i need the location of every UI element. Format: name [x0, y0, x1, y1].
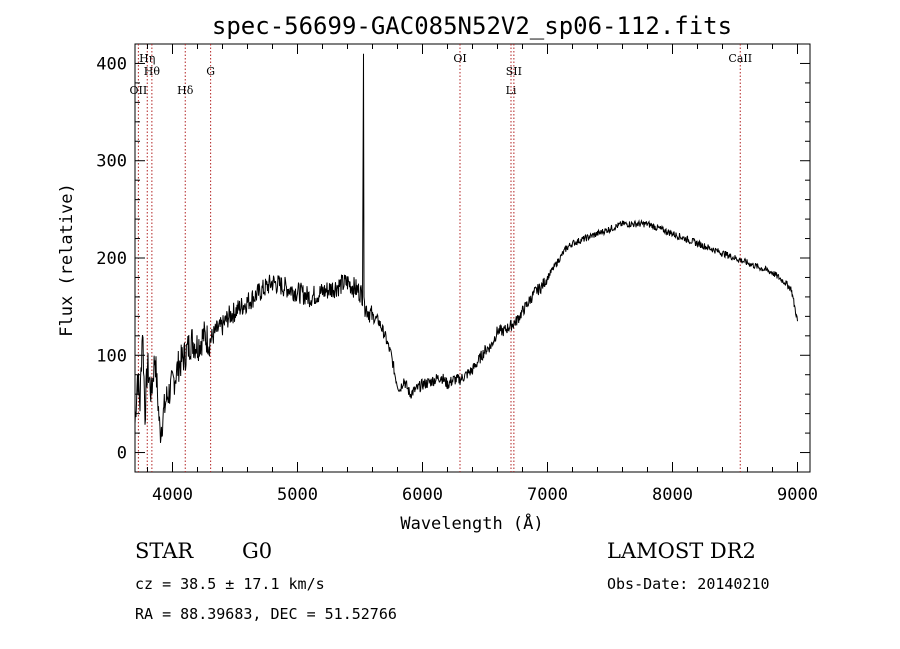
x-axis-label: Wavelength (Å): [400, 512, 543, 534]
spectrum-line: [134, 53, 798, 443]
y-tick-label: 300: [96, 152, 127, 172]
spectral-line-label: Hη: [139, 52, 155, 65]
spectral-line-label: Li: [506, 84, 517, 97]
y-tick-label: 100: [96, 346, 127, 366]
spectral-line-label: Hδ: [177, 84, 194, 97]
survey-name: LAMOST DR2: [607, 539, 756, 563]
object-subclass: G0: [242, 539, 272, 563]
spectrum-series: [134, 53, 798, 443]
object-type: STAR: [135, 539, 194, 563]
observation-date: Obs-Date: 20140210: [607, 575, 770, 593]
spectral-line-label: CaII: [728, 52, 752, 65]
y-axis-label: Flux (relative): [57, 183, 77, 337]
spectral-line-label: Hθ: [144, 65, 161, 78]
x-tick-label: 8000: [652, 485, 693, 505]
spectral-line-label: OI: [453, 52, 466, 65]
spectral-line-label: G: [206, 65, 215, 78]
x-tick-label: 9000: [777, 485, 818, 505]
plot-frame: [134, 43, 811, 473]
redshift-info: cz = 38.5 ± 17.1 km/s: [135, 575, 325, 593]
y-tick-label: 400: [96, 54, 127, 74]
x-tick-label: 6000: [402, 485, 443, 505]
spectral-line-label: OII: [130, 84, 148, 97]
x-tick-label: 4000: [152, 485, 193, 505]
coordinates: RA = 88.39683, DEC = 51.52766: [135, 605, 397, 623]
spectral-line-label: SII: [506, 65, 522, 78]
y-axis-ticks: 0 100 200 300 400: [96, 54, 810, 464]
y-tick-label: 0: [117, 444, 127, 464]
x-axis-ticks: 4000 5000 6000 7000 8000 9000: [147, 44, 818, 505]
x-tick-label: 5000: [277, 485, 318, 505]
x-tick-label: 7000: [527, 485, 568, 505]
chart-title: spec-56699-GAC085N52V2_sp06-112.fits: [212, 12, 732, 40]
y-tick-label: 200: [96, 249, 127, 269]
